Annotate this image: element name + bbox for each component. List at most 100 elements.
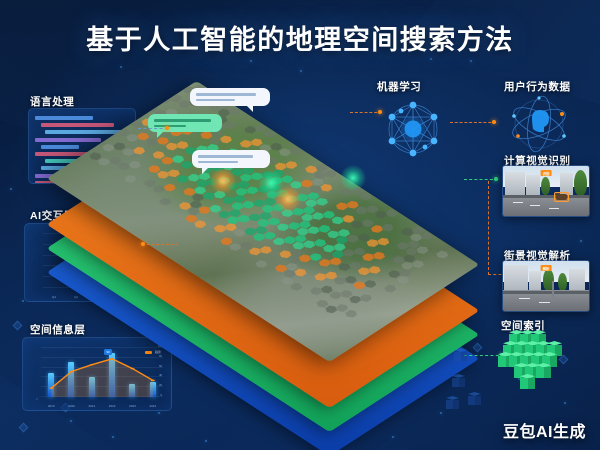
x-tick-label: 2019 <box>47 404 55 408</box>
index-cube <box>547 341 562 356</box>
particle <box>70 420 72 422</box>
x-tick-label: 2021 <box>88 404 96 408</box>
code-line <box>41 144 79 149</box>
spatial-chart-plot-area: 020406080100201920202021202220232024趋势90 <box>41 345 163 408</box>
particle <box>205 440 207 442</box>
connector-dot-5 <box>494 177 498 181</box>
x-axis-labels: 2019 2020 2021 2022 2023 2024 <box>41 404 163 408</box>
connector-ai-to-layers <box>142 244 178 245</box>
query-bubble-low <box>192 150 270 175</box>
spatial-information-chart: 020406080100201920202021202220232024趋势90 <box>22 337 172 411</box>
x-tick-label: 2020 <box>68 404 75 408</box>
bar <box>88 377 95 397</box>
label-street-view-analysis: 街景视觉解析 <box>504 250 571 262</box>
connector-to-cv-photo <box>464 179 498 180</box>
bar <box>149 382 156 397</box>
particle <box>10 188 12 190</box>
connector-code-to-bubble <box>138 128 168 129</box>
bar-container <box>41 348 163 397</box>
particle <box>300 70 302 72</box>
street-photo-tag: 解析 <box>540 265 552 271</box>
index-cube <box>542 352 557 367</box>
connector-dot-1 <box>165 126 169 130</box>
particle <box>120 66 122 68</box>
y-tick-label: 40 <box>159 374 162 378</box>
hotspot-orange-2 <box>275 186 301 212</box>
x-tick-label: 2024 <box>149 404 157 408</box>
gridline <box>41 376 163 378</box>
bar <box>109 352 116 397</box>
connector-map-to-ml <box>350 112 382 113</box>
gridline <box>41 366 163 368</box>
connector-ml-to-behavior <box>450 122 496 123</box>
gridline <box>41 386 163 388</box>
query-bubble-mint <box>148 114 222 139</box>
machine-learning-network-icon <box>373 92 453 166</box>
bar <box>129 384 136 397</box>
gridline <box>41 347 163 348</box>
x-tick-label: Q2 <box>73 295 78 299</box>
label-language-processing: 语言处理 <box>30 96 75 108</box>
background-cube <box>468 392 481 405</box>
legend-swatch <box>144 350 152 354</box>
cv-photo-tag: 识别 <box>540 170 552 176</box>
gridline <box>41 396 163 397</box>
query-bubble-top <box>190 88 270 113</box>
particle <box>250 60 252 62</box>
watermark: 豆包AI生成 <box>502 424 586 441</box>
background-cube <box>446 396 459 409</box>
code-line <box>35 116 94 120</box>
particle <box>430 58 432 60</box>
legend-label: 趋势 <box>154 350 161 354</box>
connector-to-spatial-index <box>464 355 504 356</box>
hotspot-green-2 <box>340 165 366 191</box>
y-tick-label: 80 <box>159 354 162 358</box>
hotspot-orange-1 <box>210 168 236 194</box>
bar <box>48 373 55 397</box>
trend-line <box>49 357 155 397</box>
x-tick-label: 2022 <box>108 404 116 408</box>
label-spatial-index: 空间索引 <box>501 320 546 332</box>
particle <box>440 412 442 414</box>
computer-vision-photo: 识别 <box>502 165 590 217</box>
code-line <box>35 137 101 142</box>
label-spatial-information-layer: 空间信息层 <box>30 324 86 336</box>
label-user-behavior-data: 用户行为数据 <box>504 81 571 93</box>
code-line <box>41 123 115 128</box>
particle <box>470 60 472 62</box>
particle <box>158 412 160 414</box>
code-line <box>35 151 98 156</box>
street-view-photo: 解析 <box>502 260 590 312</box>
background-cube <box>452 374 465 387</box>
decorative-square <box>18 422 29 433</box>
index-cube <box>531 330 546 345</box>
page-title: 基于人工智能的地理空间搜索方法 <box>86 25 514 55</box>
code-line <box>45 159 96 164</box>
connector-dot-3 <box>378 110 382 114</box>
decorative-square <box>12 320 23 331</box>
user-behavior-orbit-icon <box>504 92 574 156</box>
chart-legend: 趋势 <box>144 350 161 354</box>
particle <box>22 300 24 302</box>
bar <box>68 361 75 397</box>
particle <box>392 436 394 438</box>
x-tick-label: 2023 <box>129 404 136 408</box>
background-cube <box>454 348 467 361</box>
index-cube <box>536 363 551 378</box>
particle <box>112 436 114 438</box>
spatial-index-cubes <box>446 330 590 416</box>
y-tick-label: 20 <box>159 384 162 388</box>
code-line <box>45 130 126 135</box>
connector-street-branch <box>488 274 512 275</box>
particle <box>580 240 582 242</box>
code-line <box>41 166 73 171</box>
connector-dot-2 <box>141 242 145 246</box>
connector-dot-4 <box>492 120 496 124</box>
gridline <box>41 356 163 358</box>
index-cube <box>520 374 535 389</box>
x-tick-label: Q1 <box>51 295 56 299</box>
label-machine-learning: 机器学习 <box>377 81 422 93</box>
y-tick-label: 60 <box>159 364 162 368</box>
y-tick-label: 0 <box>160 393 162 397</box>
